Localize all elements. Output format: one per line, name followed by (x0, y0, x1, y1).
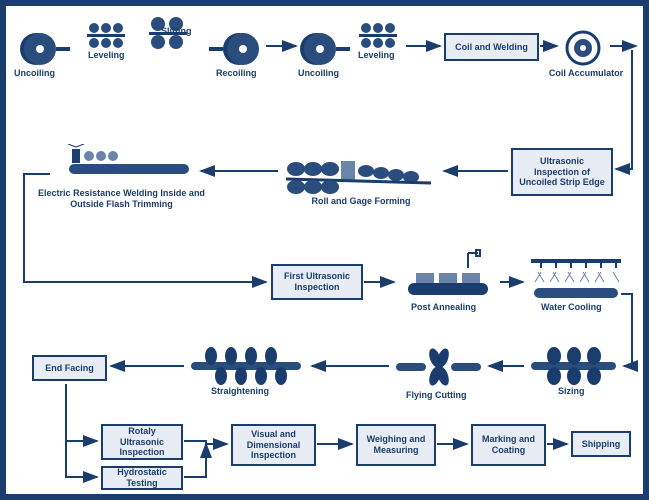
straightening-icon (186, 346, 306, 386)
leveling-icon-2 (356, 20, 406, 52)
leveling-icon-1 (84, 20, 134, 52)
recoiling-label: Recoiling (216, 68, 257, 79)
rotary-ultrasonic-box: Rotaly Ultrasonic Inspection (101, 424, 183, 460)
flying-cutting-label: Flying Cutting (406, 390, 467, 401)
first-ultrasonic-box: First Ultrasonic Inspection (271, 264, 363, 300)
end-facing-label: End Facing (45, 363, 94, 374)
end-facing-box: End Facing (32, 355, 107, 381)
hydrostatic-label: Hydrostatic Testing (107, 467, 177, 489)
flying-cutting-icon (391, 346, 486, 388)
shipping-label: Shipping (582, 439, 621, 450)
rotary-ultrasonic-label: Rotaly Ultrasonic Inspection (107, 426, 177, 458)
slitting-label: Slitting (161, 26, 192, 37)
roll-gage-label: Roll and Gage Forming (301, 196, 421, 207)
sizing-label: Sizing (558, 386, 585, 397)
erw-icon (54, 144, 194, 189)
leveling-label-2: Leveling (358, 50, 395, 61)
uncoiling-label-2: Uncoiling (298, 68, 339, 79)
hydrostatic-box: Hydrostatic Testing (101, 466, 183, 490)
marking-box: Marking and Coating (471, 424, 546, 466)
erw-label: Electric Resistance Welding Inside and O… (34, 188, 209, 210)
flow-arrows (6, 6, 643, 494)
shipping-box: Shipping (571, 431, 631, 457)
coil-welding-label: Coil and Welding (455, 42, 528, 53)
marking-label: Marking and Coating (477, 434, 540, 456)
uncoiling-icon-1 (18, 24, 73, 69)
uncoiling-label-1: Uncoiling (14, 68, 55, 79)
water-cooling-icon (526, 254, 626, 302)
coil-welding-box: Coil and Welding (444, 33, 539, 61)
coil-accumulator-label: Coil Accumulator (546, 68, 626, 79)
ultrasonic-edge-box: Ultrasonic Inspection of Uncoiled Strip … (511, 148, 613, 196)
post-annealing-label: Post Annealing (411, 302, 476, 313)
weighing-box: Weighing and Measuring (356, 424, 436, 466)
weighing-label: Weighing and Measuring (362, 434, 430, 456)
water-cooling-label: Water Cooling (541, 302, 602, 313)
straightening-label: Straightening (211, 386, 269, 397)
visual-dim-box: Visual and Dimensional Inspection (231, 424, 316, 466)
coil-accumulator-icon (561, 28, 606, 68)
uncoiling-icon-2 (298, 24, 353, 69)
leveling-label-1: Leveling (88, 50, 125, 61)
recoiling-icon (206, 24, 261, 69)
post-annealing-icon (398, 248, 498, 300)
roll-gage-icon (281, 151, 436, 196)
ultrasonic-edge-label: Ultrasonic Inspection of Uncoiled Strip … (517, 156, 607, 188)
first-ultrasonic-label: First Ultrasonic Inspection (277, 271, 357, 293)
visual-dim-label: Visual and Dimensional Inspection (237, 429, 310, 461)
sizing-icon (526, 346, 621, 386)
